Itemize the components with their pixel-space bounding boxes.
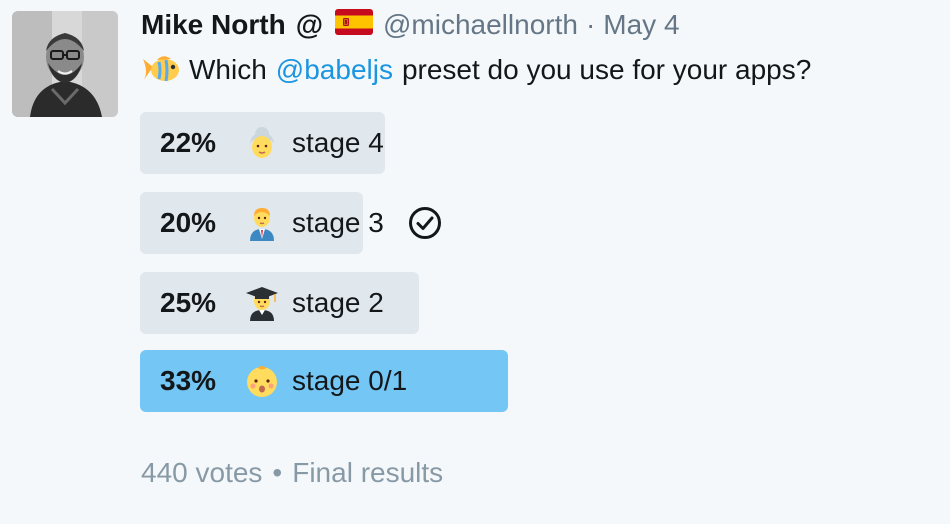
poll-option-percent: 25% [160,287,217,318]
avatar[interactable] [12,11,118,117]
author-name[interactable]: Mike North [141,9,286,40]
tweet-text-after: preset do you use for your apps? [401,54,812,85]
author-handle[interactable]: @michaellnorth [383,9,578,40]
spain-flag-icon [335,9,373,35]
baby-icon [247,366,277,397]
poll-option-bar [140,350,508,412]
poll-option-label: stage 2 [292,287,384,318]
poll-option: 20% stage 3 [140,192,560,254]
check-circle-icon [408,207,441,239]
poll-option-bar [140,272,419,334]
man-student-icon [246,287,278,321]
poll-option-percent: 33% [160,365,217,396]
tweet-date[interactable]: May 4 [603,9,680,40]
poll-option-percent: 22% [160,127,217,158]
poll-option-label: stage 0/1 [292,365,408,396]
poll-option: 22% stage 4 [140,112,560,174]
poll-footer: 440 votes • Final results [141,457,443,489]
poll-option: 25% stage 2 [140,272,560,334]
poll-option-label: stage 4 [292,127,384,158]
mention-link[interactable]: @babeljs [275,54,393,85]
tropical-fish-icon [143,56,179,82]
header-separator: · [585,9,596,40]
tweet-header: Mike North @ @michaellnorth · May 4 [141,8,680,42]
poll-status: Final results [292,457,444,488]
older-woman-icon [250,127,274,158]
footer-separator: • [272,457,283,488]
author-name-suffix: @ [295,9,323,40]
tweet-text: Which @babeljs preset do you use for you… [141,52,811,88]
poll-option: 33% stage 0/1 [140,350,560,412]
tweet-text-before: Which [189,54,267,85]
man-office-worker-icon [250,208,274,241]
vote-count: 440 votes [141,457,263,488]
poll-option-bar [140,192,363,254]
poll-option-percent: 20% [160,207,217,238]
poll-option-label: stage 3 [292,207,384,238]
